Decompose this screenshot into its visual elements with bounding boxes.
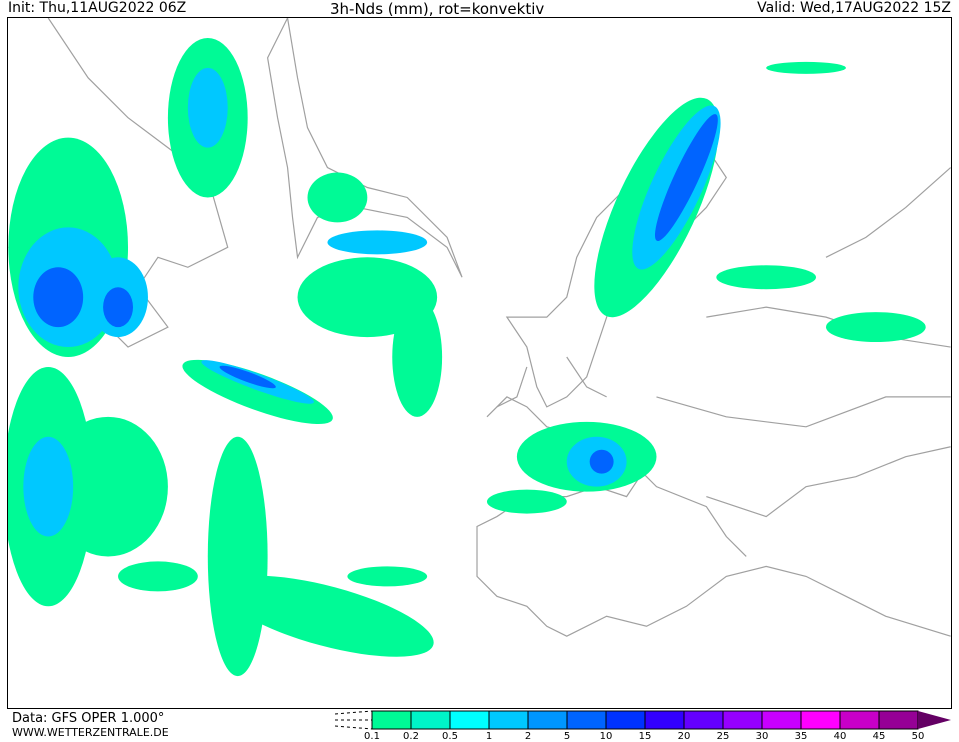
legend-label: 10 [599, 731, 613, 742]
precipitation-areas [8, 37, 926, 677]
legend-label: 2 [524, 731, 532, 742]
legend-label: 25 [716, 731, 730, 742]
data-source: Data: GFS OPER 1.000° [12, 711, 165, 726]
init-time: Init: Thu,11AUG2022 06Z [8, 0, 187, 16]
legend-swatch [800, 710, 841, 730]
legend-swatch [761, 710, 802, 730]
legend-label: 0.1 [364, 731, 380, 742]
legend-swatch [527, 710, 568, 730]
legend-swatch [683, 710, 724, 730]
overflow-arrow [918, 711, 951, 729]
legend-swatch [449, 710, 490, 730]
legend-swatch [605, 710, 646, 730]
website: WWW.WETTERZENTRALE.DE [12, 726, 169, 739]
legend-label: 0.2 [403, 731, 419, 742]
legend-swatch [566, 710, 607, 730]
legend-label: 1 [485, 731, 493, 742]
legend-label: 45 [872, 731, 886, 742]
legend-swatch [410, 710, 451, 730]
legend-label: 0.5 [442, 731, 458, 742]
underflow-indicator [335, 710, 373, 730]
legend-label: 40 [833, 731, 847, 742]
coastlines [8, 18, 951, 637]
legend-label: 15 [638, 731, 652, 742]
legend-swatch [722, 710, 763, 730]
legend-label: 20 [677, 731, 691, 742]
map-title: 3h-Nds (mm), rot=konvektiv [330, 0, 545, 18]
legend-swatch [488, 710, 529, 730]
legend-label: 30 [755, 731, 769, 742]
precipitation-map [7, 17, 952, 709]
color-legend [335, 710, 951, 730]
legend-label: 5 [563, 731, 571, 742]
legend-swatch [839, 710, 880, 730]
legend-swatch [878, 710, 919, 730]
valid-time: Valid: Wed,17AUG2022 15Z [757, 0, 951, 16]
legend-swatch [371, 710, 412, 730]
legend-label: 50 [911, 731, 925, 742]
legend-swatch [644, 710, 685, 730]
legend-label: 35 [794, 731, 808, 742]
